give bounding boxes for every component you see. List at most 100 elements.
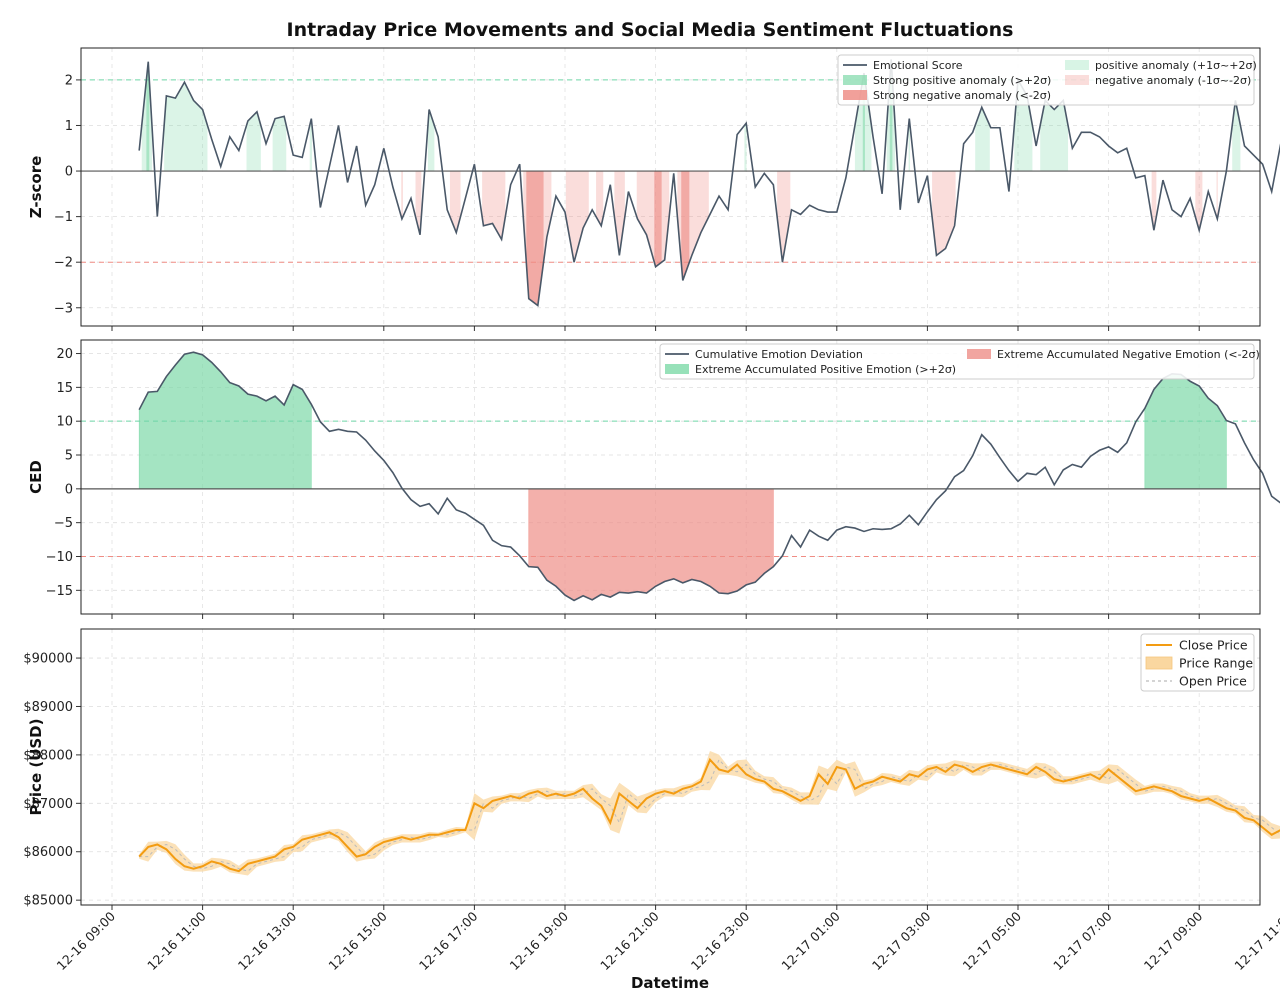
positive-anomaly-fill — [744, 123, 747, 172]
legend-label: Close Price — [1179, 638, 1248, 653]
y-axis-label: Z-score — [27, 156, 45, 219]
legend-swatch — [1065, 60, 1089, 70]
legend: Emotional Score Strong positive anomaly (… — [837, 54, 1257, 106]
y-tick-label: 15 — [56, 381, 73, 396]
positive-anomaly-fill — [975, 107, 990, 172]
y-tick-label: 10 — [56, 415, 73, 430]
y-tick-label: $89000 — [23, 700, 73, 715]
x-axis-label: Datetime — [631, 974, 709, 992]
legend-label: Extreme Accumulated Positive Emotion (>+… — [695, 363, 956, 376]
negative-anomaly-fill — [1195, 171, 1203, 231]
x-tick-label: 12-16 15:00 — [325, 908, 390, 973]
x-tick-label: 12-16 17:00 — [416, 908, 481, 973]
x-tick-label: 12-17 11:00 — [1231, 908, 1280, 973]
positive-anomaly-fill — [908, 118, 911, 172]
legend-box — [837, 54, 1255, 106]
positive-anomaly-fill — [272, 116, 287, 172]
legend-label: Extreme Accumulated Negative Emotion (<-… — [997, 348, 1260, 361]
extreme-positive-zone — [1144, 373, 1227, 490]
x-tick-labels: 12-16 09:00 12-16 11:00 12-16 13:00 12-16 1… — [54, 908, 1280, 973]
y-tick-label: −10 — [46, 550, 73, 565]
x-tick-label: 12-16 11:00 — [144, 908, 209, 973]
strong-positive-anomaly-fill — [146, 61, 150, 172]
y-tick-label: 0 — [65, 165, 73, 180]
negative-anomaly-fill — [614, 171, 625, 256]
legend-label: Strong negative anomaly (<-2σ) — [873, 89, 1051, 102]
y-tick-label: −5 — [54, 516, 73, 531]
legend-swatch — [843, 90, 867, 100]
y-tick-label: −1 — [54, 210, 73, 225]
strong-negative-anomaly-fill — [654, 171, 662, 267]
positive-anomaly-fill — [427, 109, 435, 172]
y-tick-label: $88000 — [23, 748, 73, 763]
axes-frame — [80, 47, 1261, 327]
price-panel: $90000 $89000 $88000 $87000 $86000 $85000 Pric… — [23, 628, 1280, 910]
emotional-score-series — [138, 59, 1280, 307]
extreme-negative-zone — [528, 488, 774, 601]
negative-anomaly-fill — [596, 171, 604, 226]
strong-negative-anomaly-fill — [526, 171, 544, 306]
legend-swatch — [967, 349, 991, 359]
x-tick-label: 12-16 21:00 — [597, 908, 662, 973]
y-tick-label: 1 — [65, 119, 73, 134]
negative-anomaly-fill — [932, 171, 956, 256]
legend-box — [1140, 633, 1255, 692]
y-tick-label: 5 — [65, 449, 73, 464]
positive-anomaly-fill — [164, 82, 208, 172]
x-tick-label: 12-16 13:00 — [235, 908, 300, 973]
y-axis-label: Price (USD) — [27, 719, 45, 816]
negative-anomaly-fill — [449, 171, 461, 233]
legend-swatch — [1145, 656, 1173, 670]
legend-swatch — [843, 75, 867, 85]
negative-anomaly-fill — [482, 171, 506, 240]
x-tick-label: 12-16 19:00 — [507, 908, 572, 973]
y-tick-label: 0 — [65, 482, 73, 497]
legend: Cumulative Emotion Deviation Extreme Accu… — [659, 343, 1260, 380]
axes-frame — [80, 628, 1261, 906]
x-tick-label: 12-17 09:00 — [1141, 908, 1206, 973]
legend-label: Cumulative Emotion Deviation — [695, 348, 863, 361]
negative-anomaly-fill — [777, 171, 791, 263]
y-tick-label: −2 — [54, 256, 73, 271]
legend-label: positive anomaly (+1σ~+2σ) — [1095, 59, 1257, 72]
legend-swatch — [665, 364, 689, 374]
negative-anomaly-fill — [565, 171, 589, 263]
legend-label: Price Range — [1179, 656, 1253, 671]
negative-anomaly-fill — [1216, 171, 1218, 219]
y-tick-label: 20 — [56, 347, 73, 362]
negative-anomaly-fill — [415, 171, 422, 235]
x-tick-label: 12-16 23:00 — [688, 908, 753, 973]
y-tick-label: 2 — [65, 73, 73, 88]
x-tick-label: 12-17 03:00 — [869, 908, 934, 973]
legend: Close Price Price Range Open Price — [1140, 633, 1255, 692]
legend-label: negative anomaly (-1σ~-2σ) — [1095, 74, 1251, 87]
ced-series — [138, 351, 1280, 602]
strong-negative-anomaly-fill — [681, 171, 690, 281]
ced-panel: 20 15 10 5 0 −5 −10 −15 CED Cumulative Emotion De… — [27, 339, 1280, 619]
x-tick-label: 12-17 01:00 — [778, 908, 843, 973]
negative-anomaly-fill — [636, 171, 670, 267]
y-tick-label: −15 — [46, 584, 73, 599]
y-tick-label: $86000 — [23, 845, 73, 860]
positive-anomaly-fill — [1040, 100, 1069, 172]
y-tick-label: $90000 — [23, 652, 73, 667]
open-price-series — [139, 758, 1280, 872]
legend-label: Strong positive anomaly (>+2σ) — [873, 74, 1051, 87]
x-tick-label: 12-17 05:00 — [960, 908, 1025, 973]
legend-swatch — [1065, 75, 1089, 85]
legend-label: Open Price — [1179, 674, 1247, 689]
positive-anomaly-fill — [309, 118, 313, 172]
axes-frame — [80, 339, 1261, 615]
y-tick-label: $87000 — [23, 797, 73, 812]
zscore-panel: 2 1 0 −1 −2 −3 Z-score Emotional Score Strong po… — [27, 47, 1280, 331]
y-axis-label: CED — [27, 460, 45, 494]
positive-anomaly-fill — [246, 111, 261, 172]
x-tick-label: 12-17 07:00 — [1050, 908, 1115, 973]
y-tick-label: −3 — [54, 301, 73, 316]
x-tick-label: 12-16 09:00 — [54, 908, 119, 973]
y-tick-label: $85000 — [23, 894, 73, 909]
legend-box — [659, 343, 1255, 380]
figure-title: Intraday Price Movements and Social Medi… — [287, 19, 1014, 41]
legend-label: Emotional Score — [873, 59, 963, 72]
